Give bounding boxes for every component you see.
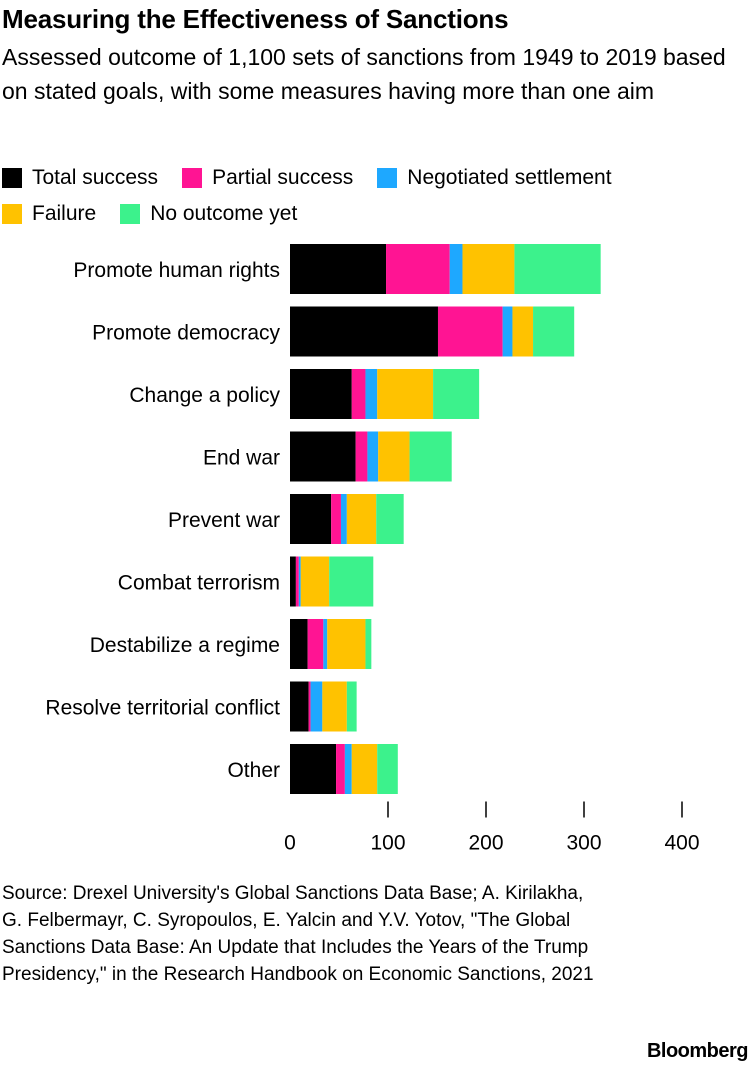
legend-swatch: [182, 168, 203, 188]
legend-item-no-outcome-yet: No outcome yet: [120, 202, 297, 226]
bar-segment: [437, 306, 503, 357]
bar-segment: [449, 244, 463, 294]
chart-subtitle: Assessed outcome of 1,100 sets of sancti…: [2, 44, 726, 104]
legend-swatch: [2, 168, 22, 188]
legend-label: Negotiated settlement: [407, 166, 612, 189]
bloomberg-logo: Bloomberg: [646, 1040, 749, 1062]
category-label: Resolve territorial conflict: [45, 697, 280, 720]
bar-segment: [323, 619, 328, 669]
legend-label: Failure: [32, 202, 97, 225]
bar-segment: [300, 556, 330, 607]
bar-segment: [308, 681, 311, 732]
legend-label: Partial success: [212, 166, 354, 189]
category-label: Other: [227, 759, 280, 782]
bar-segment: [290, 244, 387, 294]
bar-segment: [290, 494, 332, 544]
legend-item-total-success: Total success: [2, 166, 158, 190]
bar-segment: [295, 556, 299, 607]
bar-segment: [514, 244, 601, 294]
bar-segment: [512, 306, 534, 357]
legend-swatch: [2, 204, 22, 224]
bar-segment: [307, 619, 324, 669]
bar-segment: [290, 744, 337, 794]
bar-segment: [386, 244, 450, 294]
legend-label: No outcome yet: [150, 202, 298, 225]
bar-segment: [344, 744, 352, 794]
bar-segment: [290, 619, 308, 669]
bar-segment: [533, 306, 575, 357]
category-label: Prevent war: [168, 509, 280, 532]
legend-label: Total success: [32, 166, 159, 189]
bar-segment: [310, 681, 323, 732]
bar-segment: [346, 681, 357, 732]
bar-segment: [327, 619, 366, 669]
category-label: End war: [203, 447, 280, 470]
legend-swatch: [120, 204, 141, 224]
bar-segment: [377, 369, 434, 419]
bar-segment: [290, 369, 352, 419]
bar-segment: [378, 431, 410, 482]
bar-segment: [502, 306, 513, 357]
category-label: Promote human rights: [73, 259, 280, 282]
bar-segment: [336, 744, 345, 794]
x-tick-label: 0: [284, 832, 296, 855]
x-tick-label: 400: [664, 832, 699, 855]
legend: Total success Partial success Negotiated…: [2, 160, 742, 232]
bar-segment: [290, 306, 438, 357]
bar-segment: [322, 681, 347, 732]
x-tick-label: 200: [468, 832, 503, 855]
bar-segment: [365, 619, 372, 669]
bar-segment: [290, 556, 296, 607]
bar-segment: [351, 369, 366, 419]
legend-item-failure: Failure: [2, 202, 96, 226]
bar-segment: [367, 431, 379, 482]
legend-item-negotiated-settlement: Negotiated settlement: [377, 166, 612, 190]
category-label: Destabilize a regime: [90, 634, 280, 657]
bar-segment: [351, 744, 378, 794]
source-note: Source: Drexel University's Global Sanct…: [2, 883, 594, 985]
bar-segment: [409, 431, 452, 482]
bar-segment: [329, 556, 374, 607]
bar-segment: [346, 494, 377, 544]
bar-segment: [365, 369, 378, 419]
legend-item-partial-success: Partial success: [182, 166, 353, 190]
bar-segment: [377, 744, 398, 794]
x-tick-label: 100: [370, 832, 405, 855]
bar-segment: [331, 494, 341, 544]
chart-title: Measuring the Effectiveness of Sanctions: [2, 4, 509, 34]
bar-segment: [290, 681, 309, 732]
bar-segment: [433, 369, 480, 419]
bar-segment: [290, 431, 356, 482]
legend-swatch: [377, 168, 398, 188]
bar-segment: [340, 494, 347, 544]
stacked-bar-chart: Promote human rights Promote democracy Cha…: [45, 244, 700, 855]
bar-segment: [355, 431, 368, 482]
category-label: Change a policy: [129, 384, 280, 407]
category-label: Promote democracy: [92, 322, 280, 345]
bar-segment: [376, 494, 404, 544]
x-tick-label: 300: [566, 832, 601, 855]
category-label: Combat terrorism: [118, 572, 280, 595]
bar-segment: [298, 556, 301, 607]
bar-segment: [462, 244, 515, 294]
